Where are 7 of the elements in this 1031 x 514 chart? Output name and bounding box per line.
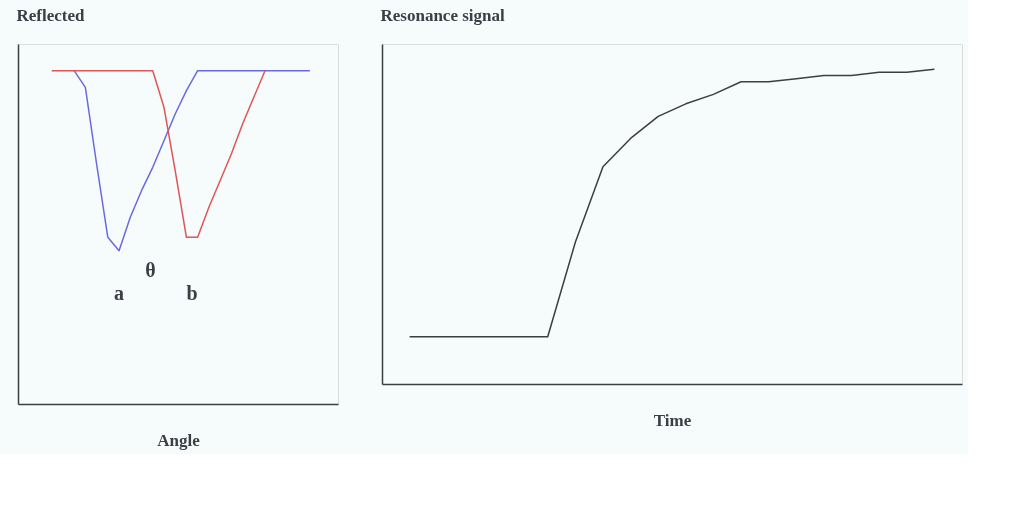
annotation: θ <box>145 258 156 281</box>
y-axis-title: Reflected <box>16 5 85 25</box>
annotation: b <box>186 282 198 304</box>
x-axis-title: Angle <box>157 430 201 450</box>
annotation: a <box>114 282 125 304</box>
y-axis-title: Resonance signal <box>380 5 505 25</box>
x-axis-title: Time <box>653 410 692 430</box>
